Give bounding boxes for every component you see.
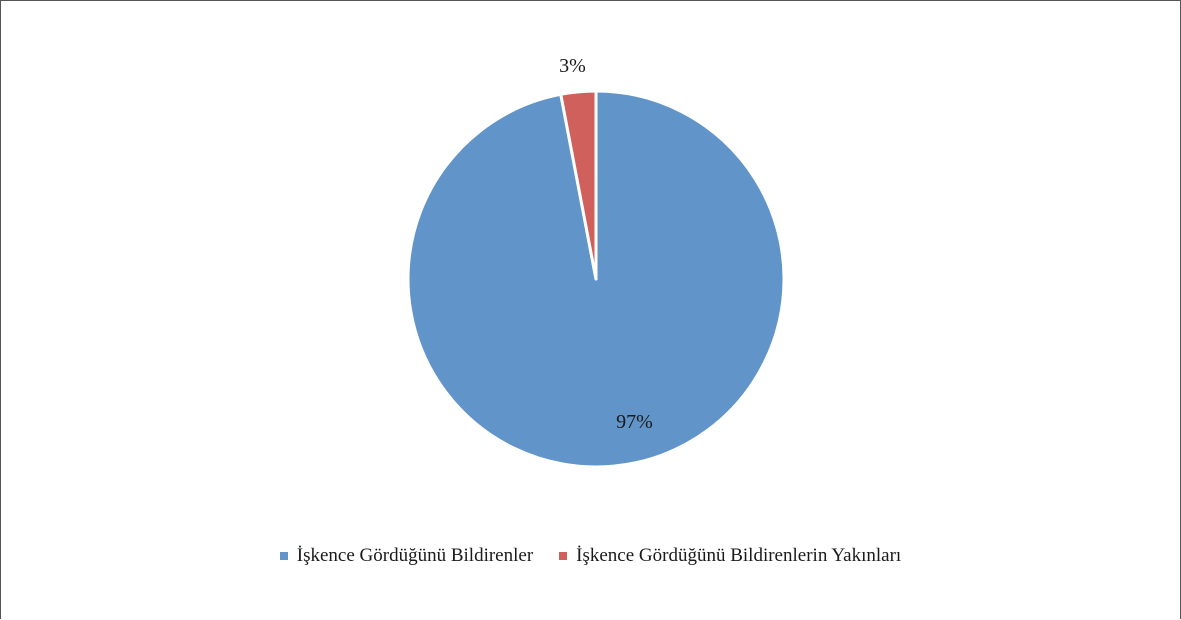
- pie-data-labels: 97% 3%: [559, 55, 653, 433]
- chart-legend: İşkence Gördüğünü Bildirenler İşkence Gö…: [0, 545, 1181, 567]
- legend-label-bildirenler: İşkence Gördüğünü Bildirenler: [296, 545, 534, 566]
- legend-swatch-yakinlari: [559, 552, 568, 560]
- legend-label-yakinlari: İşkence Gördüğünü Bildirenlerin Yakınlar…: [576, 545, 902, 566]
- legend-item-bildirenler[interactable]: İşkence Gördüğünü Bildirenler: [279, 545, 534, 567]
- pie-data-label-1: 3%: [559, 55, 586, 77]
- legend-item-yakinlari[interactable]: İşkence Gördüğünü Bildirenlerin Yakınlar…: [559, 545, 901, 567]
- legend-swatch-bildirenler: [279, 552, 288, 560]
- pie-data-label-0: 97%: [616, 411, 653, 433]
- pie-slices: [406, 89, 786, 469]
- pie-slice-1[interactable]: [559, 89, 598, 281]
